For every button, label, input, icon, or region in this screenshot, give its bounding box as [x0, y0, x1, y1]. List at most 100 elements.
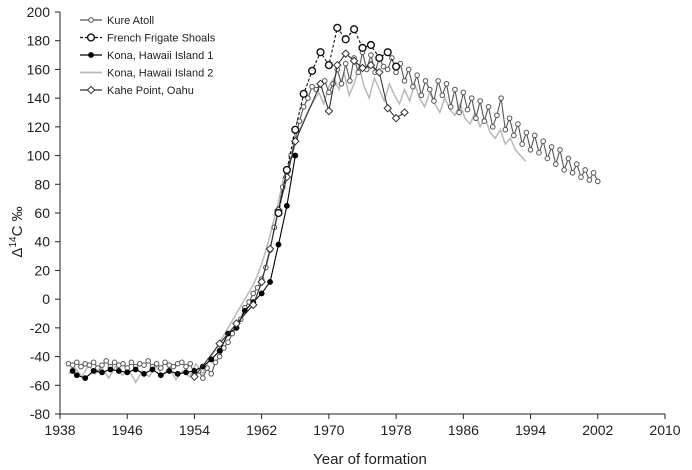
- data-point: [291, 125, 300, 134]
- data-point: [380, 63, 387, 70]
- data-point: [82, 375, 89, 382]
- x-tick-label: 2010: [649, 422, 680, 438]
- data-point: [300, 103, 307, 110]
- data-point: [447, 103, 454, 110]
- data-point: [338, 80, 345, 87]
- data-point: [324, 106, 334, 116]
- data-point: [187, 360, 194, 367]
- series-layer: [65, 23, 601, 384]
- data-point: [452, 86, 458, 93]
- data-point: [86, 362, 93, 368]
- data-point: [326, 89, 332, 96]
- y-tick-label: 180: [27, 33, 51, 49]
- x-tick-label: 1994: [515, 422, 546, 438]
- data-point: [586, 177, 593, 183]
- data-point: [88, 17, 94, 23]
- y-tick-label: 0: [42, 291, 50, 307]
- data-point: [265, 244, 275, 254]
- data-point: [494, 112, 500, 119]
- y-tick-label: 20: [34, 262, 50, 278]
- data-point: [162, 359, 168, 366]
- data-point: [594, 178, 601, 185]
- data-point: [232, 319, 241, 328]
- data-point: [333, 23, 342, 32]
- x-axis-title: Year of formation: [313, 451, 427, 468]
- data-point: [174, 370, 181, 377]
- data-point: [99, 362, 105, 368]
- x-tick-label: 2002: [582, 422, 613, 438]
- y-axis-title-delta: Δ: [9, 248, 26, 258]
- data-point: [366, 60, 376, 70]
- data-point: [418, 92, 425, 99]
- data-point: [115, 368, 122, 374]
- data-point: [283, 202, 290, 209]
- data-point: [200, 375, 206, 381]
- series-4: [190, 49, 409, 381]
- data-point: [215, 339, 224, 348]
- data-point: [464, 106, 471, 113]
- data-point: [141, 362, 147, 368]
- data-point: [552, 161, 559, 167]
- data-point: [439, 92, 446, 99]
- data-point: [183, 363, 189, 370]
- y-tick-label: 100: [27, 148, 51, 164]
- y-tick-label: 160: [27, 61, 51, 77]
- data-point: [73, 372, 80, 379]
- legend-label: Kona, Hawaii Island 1: [107, 50, 213, 62]
- data-point: [468, 95, 475, 101]
- data-point: [95, 365, 101, 371]
- axes: -80 -60 -40 -20 0 20 40 60 80 100 120 140 160 180 200 1…: [27, 4, 681, 438]
- data-point: [321, 78, 328, 84]
- data-point: [569, 170, 576, 176]
- data-point: [510, 132, 517, 139]
- legend-item: Kure Atoll: [80, 15, 154, 27]
- data-point: [250, 290, 257, 297]
- data-point: [208, 356, 215, 363]
- x-tick-label: 1938: [44, 422, 75, 438]
- data-point: [565, 155, 572, 162]
- data-point: [216, 347, 223, 354]
- data-point: [374, 67, 384, 77]
- data-point: [422, 78, 429, 84]
- data-point: [456, 109, 462, 116]
- data-point: [145, 358, 152, 364]
- data-point: [78, 363, 84, 370]
- data-point: [103, 358, 110, 364]
- y-tick-label: -20: [30, 320, 50, 336]
- data-point: [414, 72, 420, 78]
- data-point: [355, 69, 362, 76]
- data-point: [111, 359, 118, 366]
- data-point: [578, 174, 584, 180]
- data-point: [349, 25, 359, 34]
- data-point: [523, 129, 530, 136]
- x-tick-label: 1978: [381, 422, 412, 438]
- data-point: [208, 371, 215, 377]
- data-point: [258, 290, 265, 297]
- x-tick-label: 1946: [112, 422, 143, 438]
- x-tick-label: 1970: [313, 422, 344, 438]
- data-point: [69, 368, 76, 374]
- data-point: [519, 141, 525, 147]
- data-point: [241, 307, 248, 314]
- data-point: [257, 277, 266, 287]
- data-point: [90, 359, 97, 366]
- data-point: [347, 78, 353, 84]
- legend-label: Kahe Point, Oahu: [107, 85, 194, 97]
- data-point: [481, 118, 488, 124]
- legend-item: Kahe Point, Oahu: [80, 85, 194, 97]
- data-point: [435, 78, 441, 84]
- data-point: [88, 52, 94, 58]
- data-point: [282, 172, 292, 182]
- legend-label: French Frigate Shoals: [107, 33, 216, 45]
- data-point: [149, 366, 156, 373]
- data-point: [157, 372, 164, 379]
- y-axis-title: Δ14C ‰: [8, 206, 26, 257]
- series-1: [274, 23, 401, 218]
- data-point: [190, 372, 199, 381]
- data-point: [183, 369, 189, 376]
- data-point: [590, 170, 597, 176]
- legend: Kure Atoll French Frigate Shoals Kona, Haw…: [80, 15, 216, 97]
- data-point: [132, 366, 139, 373]
- y-tick-label: -40: [30, 349, 50, 365]
